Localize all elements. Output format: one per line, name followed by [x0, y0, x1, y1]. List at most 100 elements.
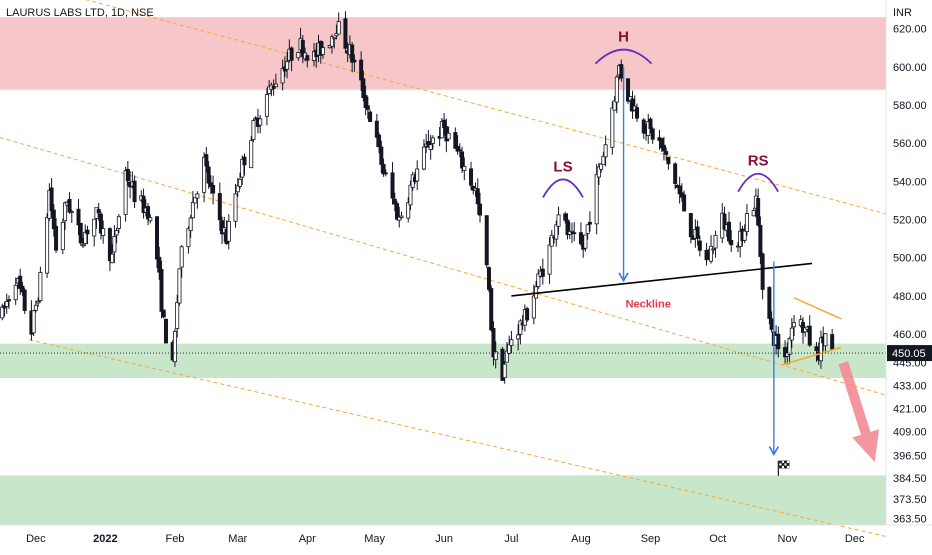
time-tick-label: Apr	[299, 533, 316, 545]
candle-47	[146, 203, 151, 226]
candle-191	[599, 163, 604, 173]
candle-237	[742, 224, 747, 244]
forecast-arrow	[838, 361, 880, 462]
candle-248	[776, 326, 781, 358]
candle-112	[350, 42, 355, 73]
candle-227	[711, 248, 716, 255]
channel-line-layer	[0, 0, 887, 537]
candle-174	[547, 237, 552, 284]
price-axis[interactable]: 620.00 600.00 580.00 560.00 540.00 520.00 500.…	[887, 24, 932, 526]
candle-140	[439, 117, 444, 139]
pattern-label-h: H	[618, 29, 629, 46]
candle-156	[489, 285, 494, 332]
candle-49	[155, 215, 160, 268]
candle-148	[462, 157, 467, 181]
candle-253	[792, 314, 797, 337]
time-tick-label: May	[364, 533, 385, 545]
candle-25	[78, 222, 83, 246]
time-tick-label: Jul	[504, 533, 518, 545]
candle-256	[803, 327, 808, 337]
candle-layer	[0, 11, 835, 384]
candle-238	[744, 203, 749, 236]
time-tick-label: Dec	[845, 533, 865, 545]
candle-244	[767, 286, 772, 325]
candle-194	[610, 101, 615, 155]
candle-116	[363, 85, 368, 116]
price-tick-label: 363.50	[893, 513, 927, 525]
candle-48	[148, 214, 153, 224]
candle-23	[69, 209, 74, 223]
candle-98	[305, 54, 310, 68]
time-tick-label: Aug	[571, 533, 591, 545]
candle-264	[830, 328, 835, 350]
candle-67	[208, 175, 213, 194]
candle-258	[807, 315, 812, 347]
price-tick-label: 373.50	[893, 494, 927, 506]
candle-26	[80, 237, 85, 249]
candle-203	[635, 103, 640, 122]
candle-233	[729, 230, 734, 252]
candle-177	[554, 220, 559, 247]
candle-186	[583, 234, 588, 252]
candle-14	[45, 213, 50, 278]
candle-118	[368, 109, 373, 122]
candle-152	[475, 178, 480, 215]
candle-27	[83, 224, 88, 247]
candle-261	[818, 330, 823, 369]
candle-0	[0, 303, 5, 321]
candle-239	[751, 207, 756, 217]
candle-52	[161, 309, 166, 319]
candle-31	[96, 202, 101, 221]
candle-228	[713, 230, 718, 258]
candle-212	[664, 147, 669, 161]
price-tick-label: 500.00	[893, 253, 927, 265]
candle-164	[516, 324, 521, 351]
time-tick-label: Feb	[165, 533, 184, 545]
candle-60	[188, 214, 193, 238]
candle-141	[442, 113, 447, 136]
candle-22	[67, 192, 72, 214]
candle-108	[336, 12, 341, 35]
candle-137	[428, 134, 433, 160]
candle-18	[54, 218, 59, 254]
candle-53	[163, 318, 168, 344]
candle-84	[264, 87, 269, 126]
time-tick-label: Mar	[228, 533, 247, 545]
candle-65	[204, 147, 209, 173]
time-axis[interactable]: Dec 2022 Feb Mar Apr May Jun Jul Aug Sep Oct Nov Dec	[26, 533, 865, 545]
candle-69	[217, 182, 222, 231]
candle-199	[626, 78, 631, 104]
candle-6	[18, 268, 23, 296]
candle-222	[695, 220, 700, 246]
candle-124	[390, 162, 395, 205]
candle-78	[242, 153, 247, 176]
candle-107	[334, 24, 339, 40]
candle-230	[722, 206, 727, 231]
pattern-label-rs: RS	[748, 153, 769, 170]
candle-123	[383, 169, 388, 177]
candle-263	[823, 333, 828, 352]
candle-10	[31, 309, 36, 337]
time-tick-label: Dec	[26, 533, 46, 545]
price-tick-label: 540.00	[893, 176, 927, 188]
candle-175	[549, 229, 554, 247]
candle-193	[603, 135, 608, 167]
candle-50	[157, 246, 162, 280]
candle-96	[300, 35, 305, 64]
candle-39	[123, 166, 128, 222]
time-tick-label: Sep	[641, 533, 661, 545]
candle-243	[760, 252, 765, 300]
candle-38	[116, 214, 121, 234]
candle-128	[399, 211, 404, 220]
candle-80	[251, 118, 256, 142]
candle-77	[240, 155, 245, 185]
candle-121	[379, 140, 384, 174]
candle-29	[92, 218, 97, 247]
candle-93	[289, 46, 294, 72]
candle-134	[421, 139, 426, 171]
candle-75	[235, 177, 240, 197]
candle-58	[179, 245, 184, 278]
candle-120	[377, 132, 382, 154]
